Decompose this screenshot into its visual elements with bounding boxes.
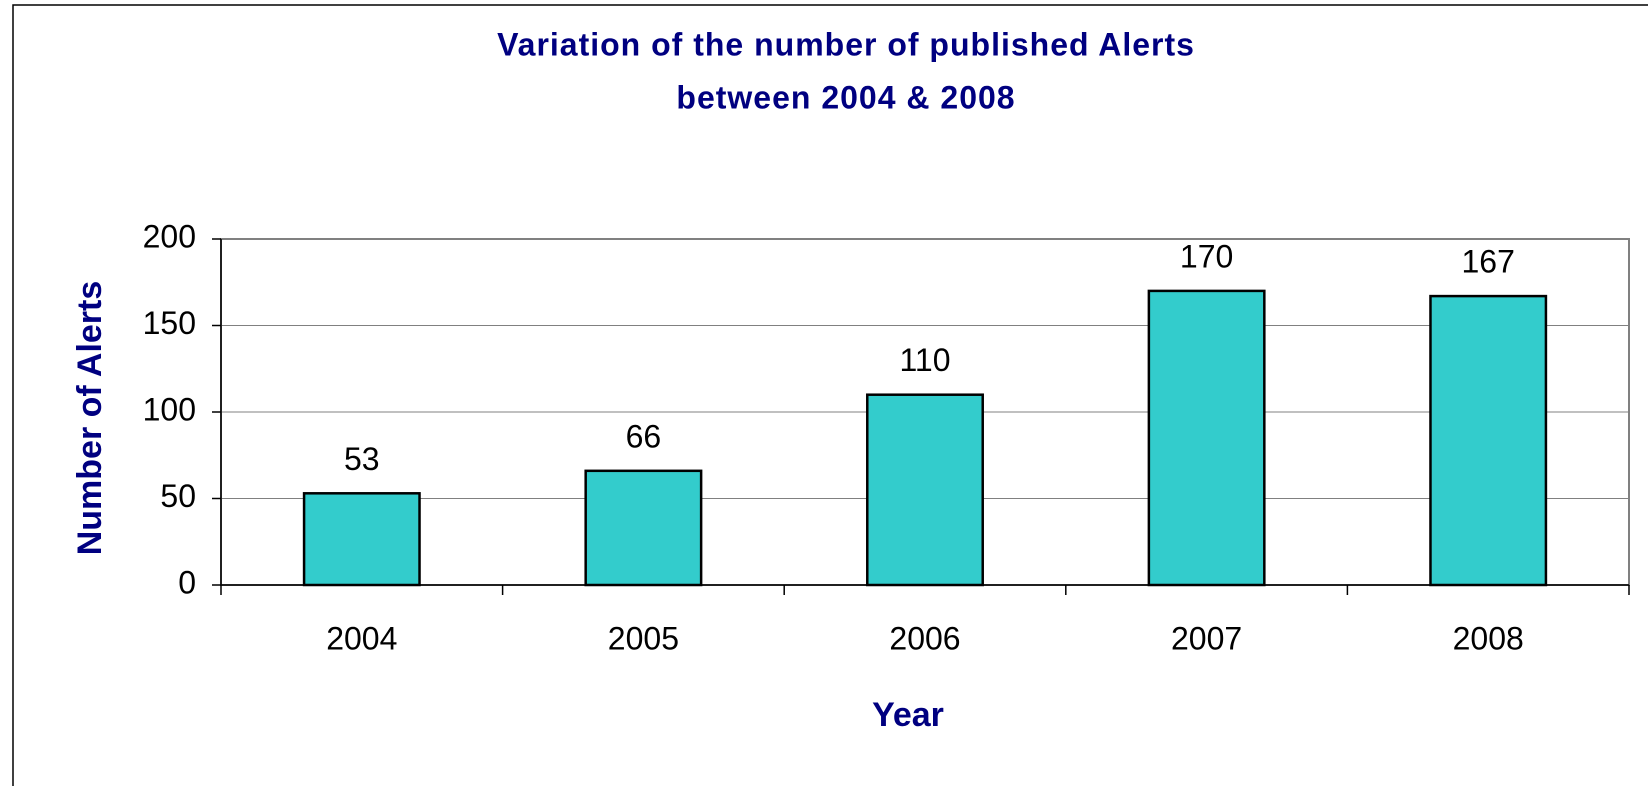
x-tick-label: 2006 <box>889 620 960 656</box>
y-tick-label: 50 <box>160 478 196 514</box>
bar <box>866 393 984 587</box>
bar <box>1429 294 1548 587</box>
x-tick-label: 2007 <box>1171 620 1242 656</box>
y-tick-label: 150 <box>143 305 196 341</box>
data-label: 110 <box>899 342 950 378</box>
chart-title: between 2004 & 2008 <box>676 79 1015 115</box>
x-tick-label: 2005 <box>608 620 679 656</box>
data-label: 170 <box>1180 238 1233 274</box>
y-tick-label: 200 <box>143 218 196 254</box>
data-label: 167 <box>1462 244 1515 280</box>
x-tick-label: 2008 <box>1453 620 1524 656</box>
x-axis-title: Year <box>872 696 944 734</box>
y-tick-label: 100 <box>143 391 196 427</box>
y-axis-title: Number of Alerts <box>71 281 109 556</box>
bar <box>584 469 703 587</box>
chart-title: Variation of the number of published Ale… <box>497 26 1195 62</box>
data-label: 66 <box>626 418 662 454</box>
x-tick-label: 2004 <box>326 620 397 656</box>
bar <box>302 492 421 587</box>
bar <box>1147 289 1266 587</box>
y-tick-label: 0 <box>178 564 196 600</box>
data-label: 53 <box>344 441 380 477</box>
